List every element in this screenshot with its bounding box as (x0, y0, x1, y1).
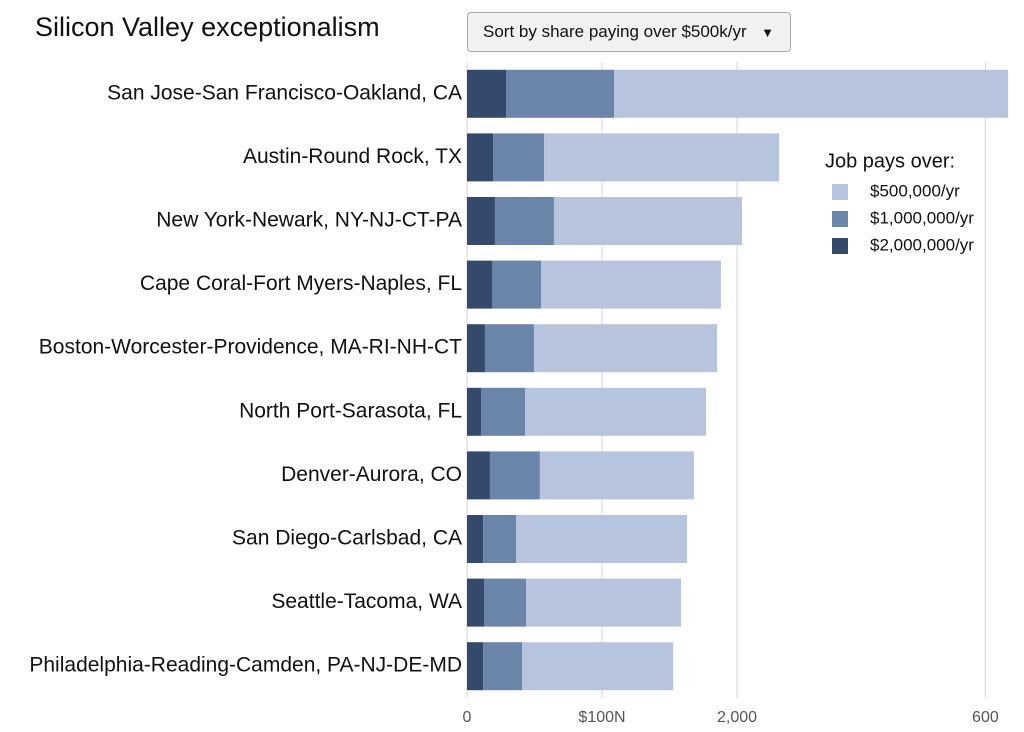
bar-segment (544, 133, 780, 182)
category-label: New York-Newark, NY-NJ-CT-PA (156, 209, 462, 232)
bar-segment (484, 324, 534, 373)
legend-label: $2,000,000/yr (870, 235, 974, 254)
bar-segment (489, 451, 540, 500)
legend-swatch (832, 184, 848, 200)
bar-segment (467, 324, 485, 373)
sort-dropdown[interactable]: Sort by share paying over $500k/yr ▼ (467, 12, 791, 52)
bar-segment (525, 387, 707, 436)
bar-segment (533, 324, 718, 373)
legend-swatch (832, 211, 848, 227)
bar-segment (553, 197, 742, 245)
bar-segment (467, 451, 490, 500)
bar-segment (614, 69, 1009, 118)
bar-segment (467, 642, 484, 691)
category-label: Denver-Aurora, CO (281, 463, 462, 486)
legend-title: Job pays over: (825, 150, 955, 172)
bar-segment (467, 578, 485, 627)
dropdown-label: Sort by share paying over $500k/yr (483, 22, 747, 41)
category-label: Austin-Round Rock, TX (243, 145, 462, 168)
bar-segment (467, 515, 484, 563)
bar-segment (522, 642, 674, 691)
bar-segment (491, 260, 541, 309)
category-label: San Diego-Carlsbad, CA (232, 527, 462, 550)
legend-label: $500,000/yr (870, 181, 960, 200)
bar-segment (525, 578, 681, 627)
category-label: Philadelphia-Reading-Camden, PA-NJ-DE-MD (29, 654, 462, 677)
chart-title: Silicon Valley exceptionalism (35, 12, 380, 42)
x-tick-label: $100N (578, 709, 625, 726)
bar-segment (516, 515, 688, 563)
category-label: Cape Coral-Fort Myers-Naples, FL (140, 272, 462, 295)
bar-segment (481, 387, 526, 436)
bar-segment (493, 133, 545, 182)
bar-segment (540, 260, 721, 309)
x-tick-label: 600 (972, 709, 999, 726)
x-tick-label: 2,000 (717, 709, 757, 726)
dropdown-arrow: ▼ (761, 24, 774, 40)
category-label: Boston-Worcester-Providence, MA-RI-NH-CT (39, 336, 462, 359)
bar-segment (494, 197, 554, 245)
bar-segment (467, 133, 494, 182)
bar-segment (467, 69, 507, 118)
x-tick-label: 0 (463, 709, 472, 726)
bar-segment (467, 260, 492, 309)
legend-swatch (832, 238, 848, 254)
category-label: Seattle-Tacoma, WA (271, 590, 462, 613)
legend-label: $1,000,000/yr (870, 208, 974, 227)
category-label: San Jose-San Francisco-Oakland, CA (107, 81, 462, 104)
bar-segment (484, 578, 526, 627)
bar-segment (483, 515, 517, 563)
bar-segment (483, 642, 523, 691)
bar-segment (467, 197, 495, 245)
bar-segment (467, 387, 482, 436)
category-label: North Port-Sarasota, FL (239, 399, 462, 422)
bar-segment (539, 451, 694, 500)
bar-segment (506, 69, 615, 118)
